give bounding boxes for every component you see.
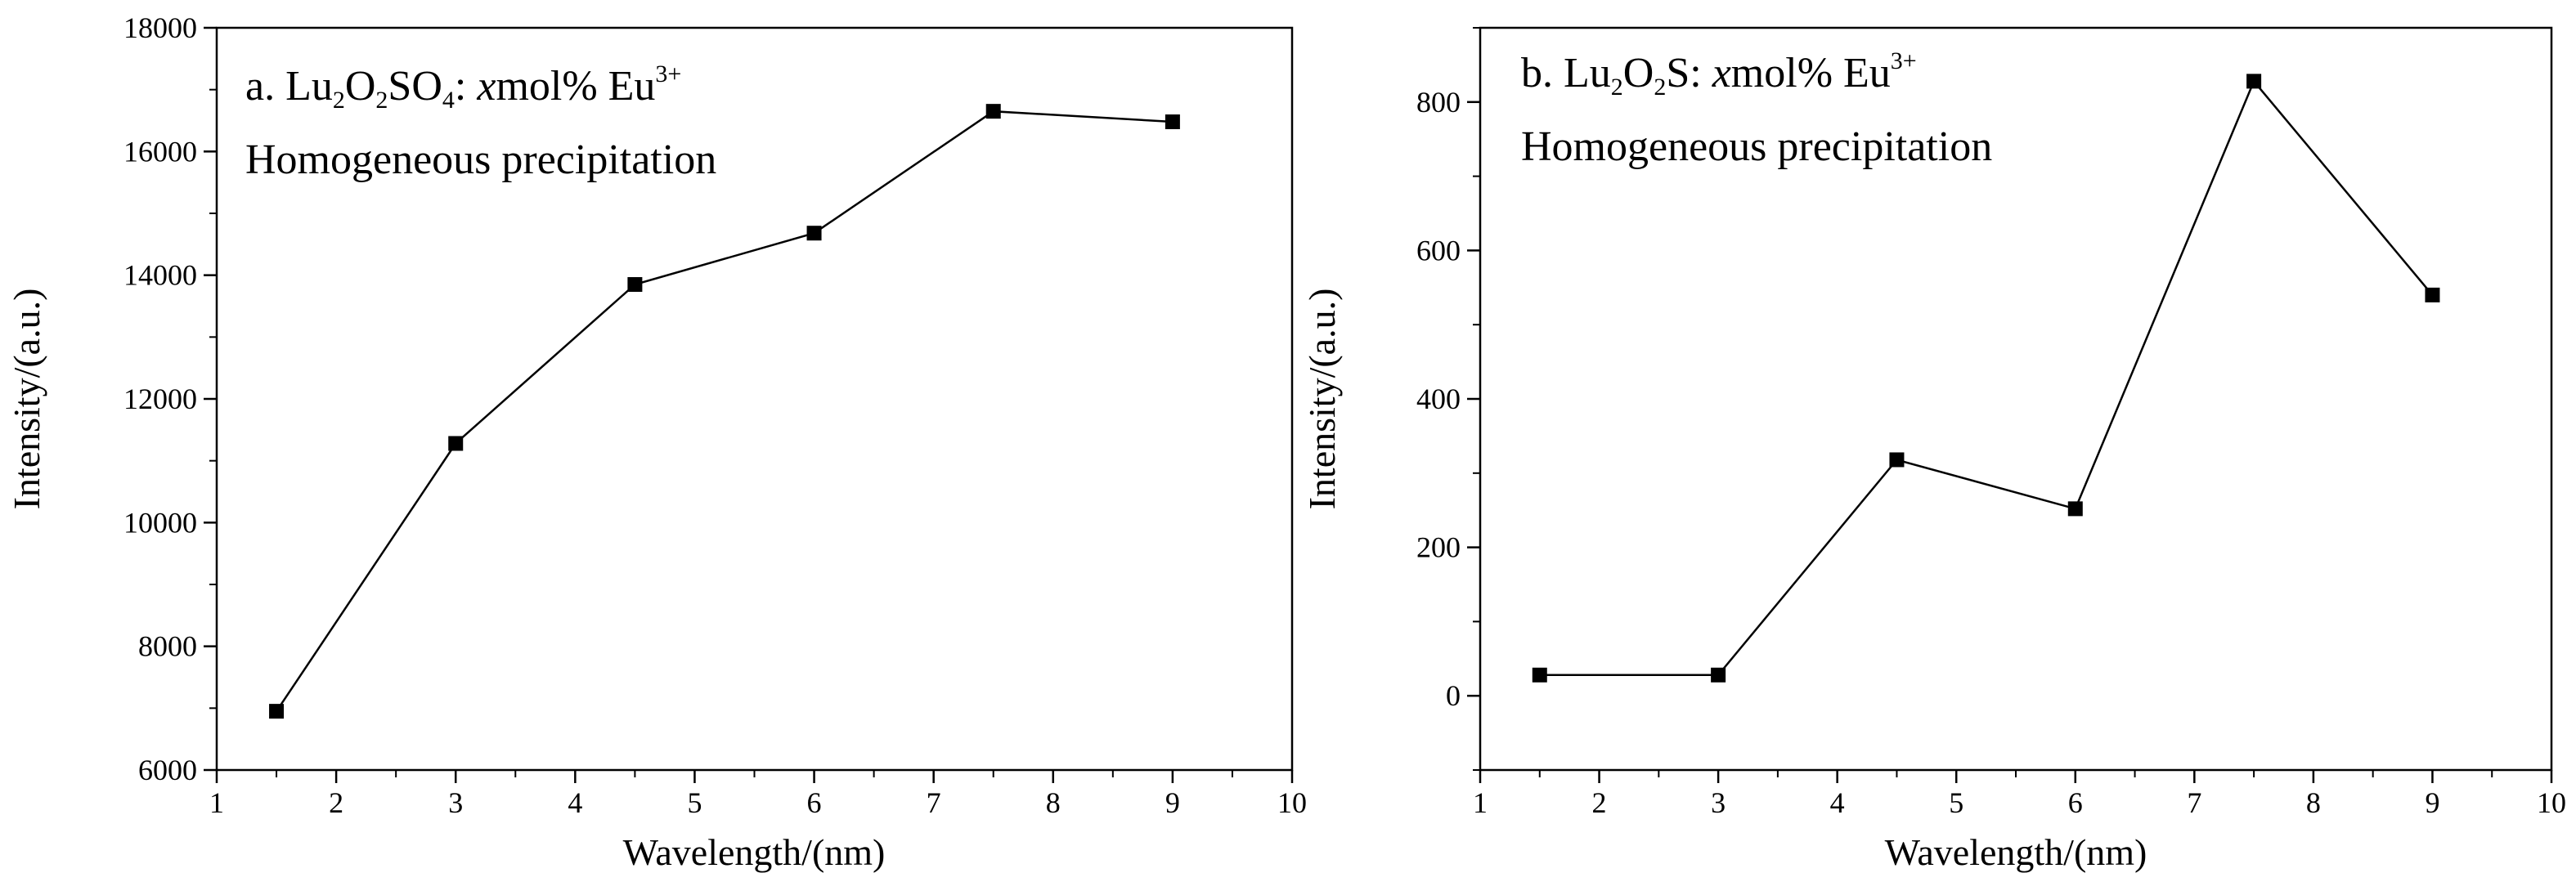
x-tick-label: 9 — [2425, 786, 2439, 819]
chart-a-x-ticks: 1 2 3 4 5 6 7 8 9 10 — [209, 770, 1307, 819]
chart-b-annotation-line2: Homogeneous precipitation — [1521, 123, 1992, 170]
data-point — [627, 277, 643, 293]
y-tick-label: 600 — [1416, 234, 1461, 266]
series-line — [1539, 79, 2434, 677]
x-tick-label: 3 — [1711, 786, 1726, 819]
x-tick-label: 7 — [927, 786, 941, 819]
y-tick-label: 8000 — [138, 630, 197, 663]
y-tick-label: 12000 — [123, 383, 197, 415]
x-tick-label: 6 — [807, 786, 822, 819]
x-tick-label: 1 — [209, 786, 224, 819]
x-tick-label: 6 — [2068, 786, 2083, 819]
x-tick-label: 4 — [568, 786, 582, 819]
x-tick-label: 2 — [1592, 786, 1607, 819]
data-point — [1889, 452, 1905, 468]
x-tick-label: 7 — [2187, 786, 2201, 819]
data-point — [269, 704, 285, 719]
data-point — [985, 104, 1001, 119]
chart-a-annotation-line2: Homogeneous precipitation — [245, 137, 716, 183]
data-point — [806, 226, 822, 241]
x-tick-label: 5 — [1949, 786, 1963, 819]
x-tick-label: 3 — [448, 786, 463, 819]
x-tick-label: 2 — [329, 786, 343, 819]
data-point — [1711, 667, 1726, 683]
series-line — [276, 110, 1173, 712]
chart-a: 1 2 3 4 5 6 7 8 9 10 6000 8000 10000 12000 14000 16000… — [6, 11, 1307, 873]
y-tick-label: 400 — [1416, 383, 1461, 415]
chart-a-series — [269, 104, 1180, 719]
y-tick-label: 0 — [1446, 679, 1461, 712]
data-point — [2425, 287, 2440, 302]
chart-b-series — [1532, 74, 2440, 683]
x-tick-label: 10 — [2537, 786, 2566, 819]
x-tick-label: 10 — [1277, 786, 1307, 819]
chart-b-y-axis-title: Intensity/(a.u.) — [1301, 289, 1343, 510]
chart-b-x-axis-title: Wavelength/(nm) — [1885, 831, 2147, 873]
data-point — [1532, 667, 1547, 683]
data-point — [1165, 114, 1180, 130]
data-point — [2246, 74, 2262, 89]
data-point — [448, 436, 464, 451]
x-tick-label: 1 — [1473, 786, 1488, 819]
chart-b-annotation-line1: b. Lu2O2S: xmol% Eu3+ — [1521, 47, 1917, 101]
chart-a-y-ticks: 6000 8000 10000 12000 14000 16000 18000 — [123, 11, 217, 786]
x-tick-label: 8 — [1046, 786, 1061, 819]
chart-b-x-ticks: 1 2 3 4 5 6 7 8 9 10 — [1473, 770, 2566, 819]
x-tick-label: 4 — [1830, 786, 1845, 819]
y-tick-label: 200 — [1416, 531, 1461, 564]
chart-a-y-axis-title: Intensity/(a.u.) — [6, 289, 47, 510]
y-tick-label: 10000 — [123, 506, 197, 539]
y-tick-label: 800 — [1416, 86, 1461, 119]
x-tick-label: 5 — [687, 786, 702, 819]
chart-a-x-axis-title: Wavelength/(nm) — [623, 831, 886, 873]
data-point — [2067, 501, 2083, 517]
y-tick-label: 18000 — [123, 11, 197, 44]
y-tick-label: 16000 — [123, 135, 197, 168]
x-tick-label: 9 — [1165, 786, 1180, 819]
chart-b: 1 2 3 4 5 6 7 8 9 10 0 200 400 600 800 b. Lu2O2S: xmo… — [1301, 26, 2566, 873]
y-tick-label: 14000 — [123, 259, 197, 292]
chart-a-annotation-line1: a. Lu2O2SO4: xmol% Eu3+ — [245, 60, 681, 114]
x-tick-label: 8 — [2306, 786, 2321, 819]
chart-b-y-ticks: 0 200 400 600 800 — [1416, 27, 1480, 771]
y-tick-label: 6000 — [138, 754, 197, 786]
